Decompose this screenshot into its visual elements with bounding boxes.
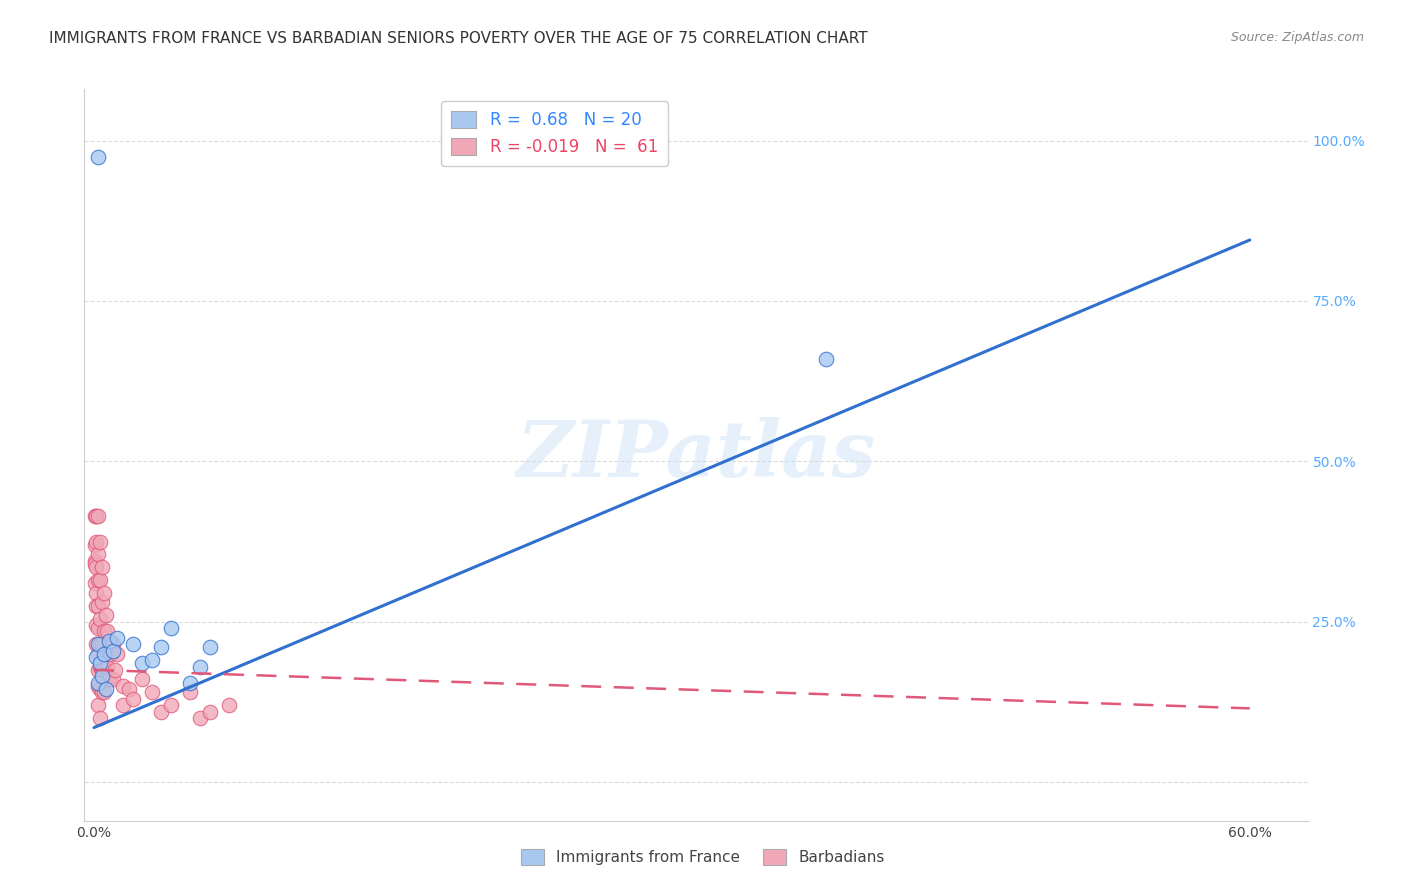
Point [90, 560, 112, 574]
Point [87, 637, 110, 651]
Point [93, 659, 115, 673]
Point [87, 573, 110, 587]
Point [100, 647, 122, 661]
Point [105, 647, 128, 661]
Point [105, 631, 128, 645]
Point [84, 576, 107, 591]
Point [89, 682, 111, 697]
Point [90, 637, 112, 651]
Point [87, 150, 110, 164]
Legend: R =  0.68   N = 20, R = -0.019   N =  61: R = 0.68 N = 20, R = -0.019 N = 61 [441, 101, 668, 166]
Point [118, 682, 141, 697]
Point [104, 663, 127, 677]
Point [84, 599, 107, 613]
Point [83, 508, 105, 523]
Text: ZIPatlas: ZIPatlas [516, 417, 876, 493]
Point [218, 698, 240, 713]
Point [83, 538, 105, 552]
Point [89, 611, 111, 625]
Point [96, 659, 118, 673]
Point [814, 351, 837, 366]
Point [87, 621, 110, 635]
Point [90, 669, 112, 683]
Point [90, 663, 112, 677]
Point [141, 685, 163, 699]
Point [89, 534, 111, 549]
Point [103, 637, 125, 651]
Point [84, 586, 107, 600]
Point [160, 698, 183, 713]
Point [121, 691, 143, 706]
Point [103, 643, 125, 657]
Point [141, 653, 163, 667]
Point [98, 637, 121, 651]
Point [89, 637, 111, 651]
Point [89, 659, 111, 673]
Point [111, 679, 134, 693]
Point [84, 554, 107, 568]
Point [94, 608, 117, 623]
Point [103, 673, 125, 687]
Point [179, 685, 201, 699]
Point [93, 586, 115, 600]
Point [89, 711, 111, 725]
Point [94, 682, 117, 697]
Point [188, 711, 211, 725]
Point [93, 647, 115, 661]
Point [179, 675, 201, 690]
Point [84, 534, 107, 549]
Text: IMMIGRANTS FROM FRANCE VS BARBADIAN SENIORS POVERTY OVER THE AGE OF 75 CORRELATI: IMMIGRANTS FROM FRANCE VS BARBADIAN SENI… [49, 31, 868, 46]
Point [188, 659, 211, 673]
Point [96, 624, 118, 639]
Point [89, 657, 111, 671]
Point [84, 618, 107, 632]
Point [93, 685, 115, 699]
Point [87, 675, 110, 690]
Point [89, 573, 111, 587]
Point [198, 705, 221, 719]
Point [84, 637, 107, 651]
Point [87, 663, 110, 677]
Point [87, 698, 110, 713]
Point [84, 557, 107, 571]
Legend: Immigrants from France, Barbadians: Immigrants from France, Barbadians [515, 843, 891, 871]
Point [84, 560, 107, 574]
Point [98, 634, 121, 648]
Point [94, 673, 117, 687]
Point [84, 650, 107, 665]
Point [150, 640, 173, 655]
Point [198, 640, 221, 655]
Point [111, 698, 134, 713]
Text: Source: ZipAtlas.com: Source: ZipAtlas.com [1230, 31, 1364, 45]
Point [90, 595, 112, 609]
Point [150, 705, 173, 719]
Point [160, 621, 183, 635]
Point [131, 657, 153, 671]
Point [131, 673, 153, 687]
Point [90, 685, 112, 699]
Point [87, 547, 110, 561]
Point [84, 508, 107, 523]
Point [87, 508, 110, 523]
Point [87, 647, 110, 661]
Point [121, 637, 143, 651]
Point [98, 673, 121, 687]
Point [94, 647, 117, 661]
Point [87, 599, 110, 613]
Point [87, 679, 110, 693]
Point [93, 624, 115, 639]
